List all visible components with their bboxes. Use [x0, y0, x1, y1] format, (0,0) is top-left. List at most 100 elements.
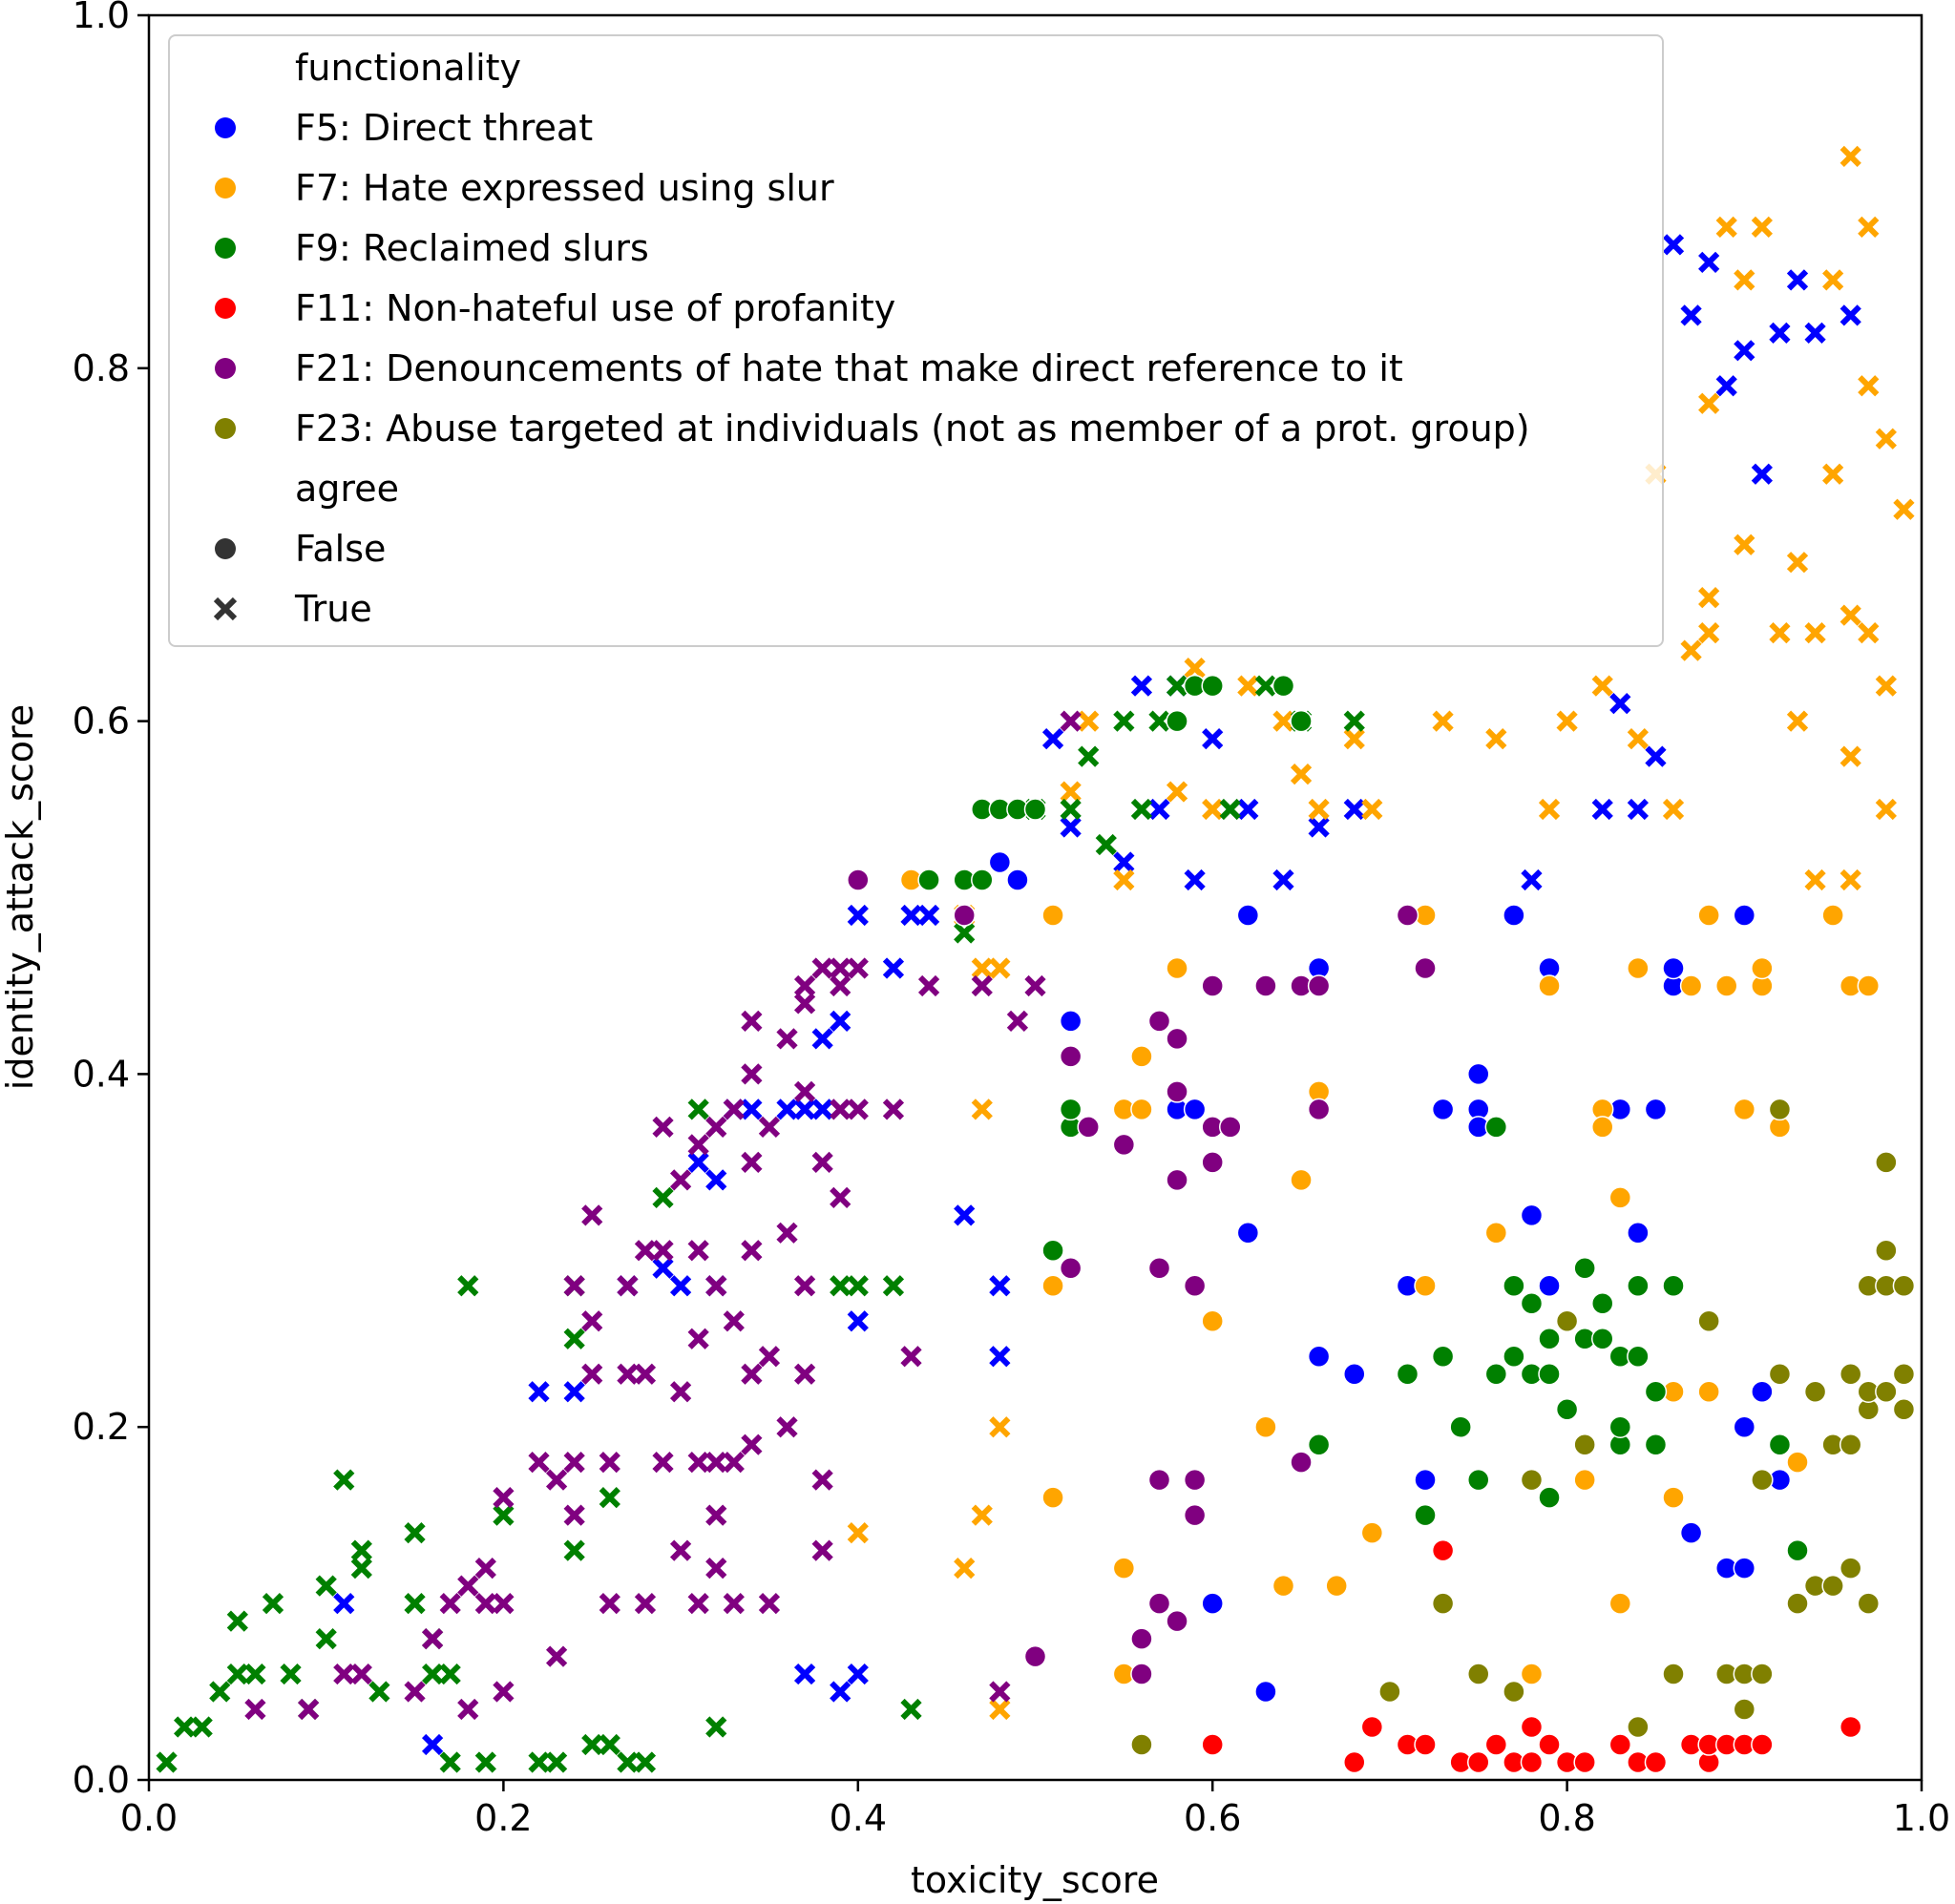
point-series-6-circle-2	[1360, 1715, 1384, 1739]
point-series-9-circle-12	[1733, 1698, 1756, 1721]
point-series-8-circle-18	[1183, 1503, 1207, 1527]
point-series-0-x-42	[1662, 234, 1685, 256]
point-series-5-circle-22	[1484, 1116, 1508, 1139]
point-series-7-x-27	[634, 1592, 657, 1615]
point-series-2-x-30	[1698, 622, 1720, 644]
point-series-9-circle-18	[1786, 1592, 1809, 1615]
point-series-2-x-22	[1485, 727, 1507, 750]
point-series-7-x-53	[741, 1240, 763, 1262]
point-series-7-x-70	[811, 1469, 833, 1491]
point-series-3-circle-36	[1733, 1098, 1756, 1121]
point-series-7-x-51	[741, 1010, 763, 1033]
point-series-7-x-42	[705, 1275, 727, 1297]
point-series-8-circle-22	[1201, 1151, 1224, 1174]
point-series-7-x-31	[652, 1240, 674, 1262]
point-series-2-x-27	[1662, 798, 1685, 821]
point-series-5-circle-6	[1023, 798, 1047, 821]
point-series-8-circle-0	[847, 868, 870, 891]
point-series-7-x-62	[793, 974, 816, 997]
point-series-2-x-45	[1893, 498, 1915, 520]
point-series-5-circle-34	[1590, 1328, 1614, 1350]
point-series-5-circle-28	[1538, 1328, 1561, 1350]
point-series-0-x-51	[1839, 304, 1861, 326]
point-series-5-circle-40	[1627, 1345, 1650, 1368]
point-series-9-circle-3	[1467, 1663, 1490, 1685]
point-series-4-x-50	[1166, 675, 1188, 697]
point-series-4-x-49	[1148, 710, 1170, 732]
point-series-2-x-16	[1272, 710, 1294, 732]
point-series-7-x-2	[333, 1663, 355, 1685]
point-series-7-x-4	[404, 1681, 426, 1703]
point-series-5-circle-23	[1484, 1362, 1508, 1386]
point-series-4-x-51	[1219, 798, 1241, 821]
point-series-0-x-29	[1148, 798, 1170, 821]
point-series-8-circle-12	[1147, 1468, 1171, 1492]
point-series-8-circle-19	[1183, 1274, 1207, 1298]
y-tick-label-1: 0.2	[73, 1406, 130, 1448]
point-series-2-x-14	[1202, 798, 1224, 821]
legend-title-functionality: functionality	[295, 47, 521, 89]
point-series-0-x-27	[1113, 851, 1135, 873]
point-series-4-x-35	[652, 1186, 674, 1208]
point-series-2-x-6	[971, 1098, 993, 1120]
point-series-8-circle-15	[1166, 1080, 1188, 1103]
point-series-3-circle-21	[1520, 1663, 1544, 1685]
point-series-7-x-0	[244, 1698, 266, 1721]
point-series-3-circle-29	[1627, 956, 1650, 980]
point-series-9-circle-0	[1130, 1733, 1153, 1756]
point-series-6-circle-11	[1520, 1750, 1544, 1774]
point-series-7-x-75	[847, 957, 869, 979]
point-series-2-x-51	[1786, 710, 1809, 732]
point-series-7-x-80	[971, 974, 993, 997]
y-tick-label-5: 1.0	[73, 0, 130, 36]
point-series-6-circle-12	[1538, 1733, 1561, 1756]
point-series-9-circle-4	[1503, 1680, 1525, 1704]
point-series-1-circle-6	[1183, 1098, 1207, 1121]
point-series-2-x-50	[1804, 868, 1826, 891]
point-series-1-circle-9	[1236, 1222, 1260, 1245]
point-series-7-x-44	[705, 1452, 727, 1474]
point-series-7-x-71	[830, 957, 851, 979]
point-series-6-circle-24	[1839, 1715, 1862, 1739]
point-series-9-circle-1	[1378, 1680, 1401, 1704]
point-series-4-x-16	[404, 1592, 426, 1615]
point-series-2-x-41	[1858, 216, 1880, 239]
point-series-4-x-42	[954, 922, 976, 944]
point-series-9-circle-20	[1803, 1380, 1827, 1403]
point-series-0-x-23	[989, 1275, 1011, 1297]
point-series-8-circle-7	[1130, 1663, 1153, 1685]
point-series-8-circle-8	[1130, 1627, 1153, 1650]
point-series-4-x-21	[439, 1663, 461, 1685]
point-series-5-circle-29	[1538, 1362, 1561, 1386]
point-series-2-x-12	[1166, 781, 1188, 803]
point-series-1-circle-34	[1751, 1380, 1774, 1403]
point-series-0-x-14	[811, 1098, 833, 1120]
point-series-5-circle-20	[1449, 1415, 1472, 1438]
point-series-1-circle-28	[1662, 956, 1685, 980]
point-series-4-x-38	[830, 1275, 851, 1297]
point-series-0-x-21	[917, 904, 940, 927]
point-series-4-x-54	[1343, 710, 1365, 732]
point-series-4-x-20	[439, 1751, 461, 1773]
point-series-7-x-46	[723, 1098, 745, 1120]
point-series-7-x-28	[634, 1363, 657, 1385]
point-series-2-x-39	[1839, 745, 1861, 767]
point-series-2-x-25	[1591, 675, 1613, 697]
point-series-0-x-40	[1627, 798, 1650, 821]
point-series-8-circle-2	[1023, 1644, 1047, 1668]
point-series-5-circle-17	[1396, 1362, 1419, 1386]
point-series-8-circle-27	[1307, 974, 1331, 997]
point-series-8-circle-30	[1414, 956, 1437, 980]
point-series-5-circle-39	[1627, 1274, 1650, 1298]
point-series-4-x-40	[882, 1275, 905, 1297]
y-axis-ticks: 0.0 0.2 0.4 0.6 0.8 1.0	[73, 0, 149, 1801]
point-series-9-circle-17	[1768, 1098, 1792, 1121]
point-series-7-x-79	[917, 974, 940, 997]
point-series-5-circle-31	[1555, 1397, 1579, 1421]
point-series-0-x-54	[847, 1663, 869, 1685]
point-series-2-x-13	[1184, 658, 1206, 680]
point-series-7-x-67	[811, 957, 833, 979]
point-series-0-x-39	[1609, 692, 1631, 715]
point-series-7-x-68	[811, 1151, 833, 1173]
point-series-7-x-16	[545, 1645, 568, 1667]
